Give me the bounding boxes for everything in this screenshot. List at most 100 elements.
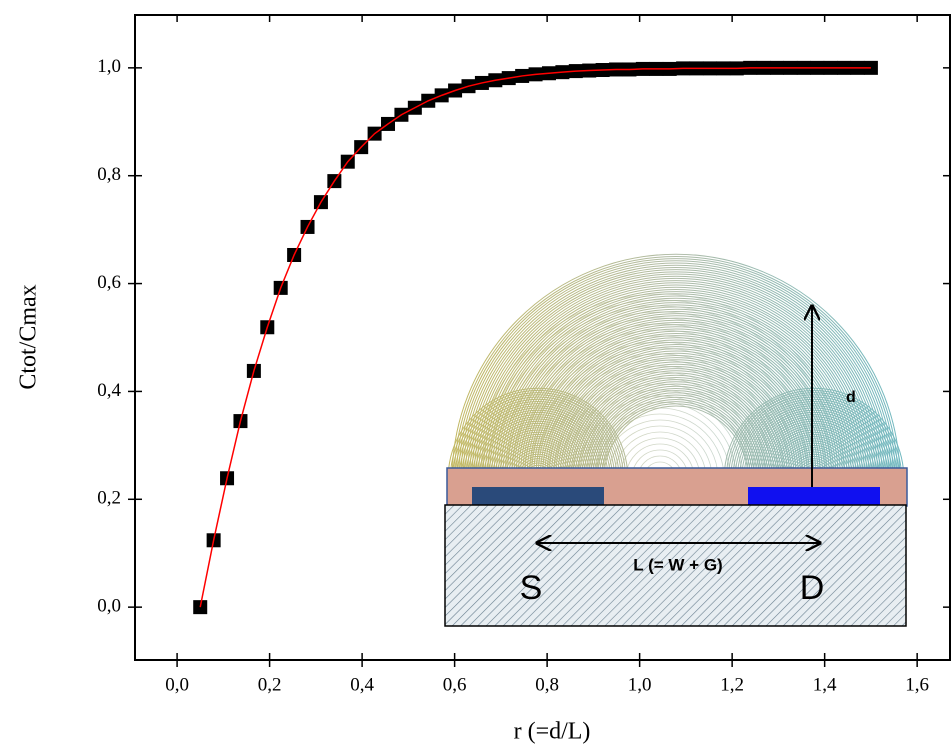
field-line [748,411,880,470]
field-line [571,389,749,470]
drain-electrode [748,487,880,505]
field-line [581,383,771,470]
field-line [487,288,865,470]
field-line [505,444,571,470]
field-line [491,293,861,470]
field-line [759,422,869,470]
field-line [559,377,761,470]
y-tick-label: 0,6 [97,272,121,293]
x-tick-label: 0,0 [165,674,189,695]
field-line [590,407,730,470]
field-line [456,258,896,470]
inset-diagram: L (= W + G) d S D [444,250,908,627]
field-line [746,409,882,470]
field-line [755,418,873,470]
fit-line [199,67,871,608]
field-line [533,335,819,470]
field-line [775,438,853,470]
field-line [795,458,833,470]
field-line [761,425,867,470]
y-tick-label: 0,4 [97,380,121,401]
field-line [539,341,813,470]
field-line [750,414,878,470]
field-line [741,405,887,470]
field-line [471,273,881,470]
field-line [450,389,626,470]
field-line [465,266,887,470]
field-line [726,389,902,470]
field-line [614,431,706,470]
field-line [517,335,803,470]
y-tick-label: 1,0 [97,56,121,77]
source-electrode [472,487,604,505]
field-line [522,460,554,470]
field-line [494,433,582,470]
field-line [798,460,830,470]
field-line [482,284,870,470]
field-lines [448,253,904,470]
field-line [632,449,688,470]
field-line [469,271,883,470]
field-line [451,253,901,470]
field-line [578,395,742,470]
field-line [467,269,885,470]
field-line [592,394,760,470]
x-tick-label: 1,6 [905,674,929,695]
field-line [526,328,826,470]
field-line [473,275,879,470]
field-line [454,255,898,470]
field-line [744,407,884,470]
field-line [620,437,700,470]
field-line [459,398,617,470]
field-line [565,383,755,470]
field-line [468,407,608,470]
field-line [645,461,675,470]
x-tick-label: 1,4 [813,674,837,695]
field-line [626,443,694,470]
field-line [523,341,797,470]
field-line [505,323,815,470]
y-tick-label: 0,2 [97,488,121,509]
y-tick-label: 0,0 [97,596,121,617]
field-line [602,419,718,470]
field-line [478,280,874,470]
length-label: L (= W + G) [633,555,722,574]
field-line [784,447,844,470]
field-line [800,462,828,470]
field-line [535,353,785,470]
height-label: d [846,389,856,406]
field-line [588,390,764,470]
field-line [501,440,575,470]
field-line [476,416,600,470]
field-line [584,401,736,470]
field-line [461,400,615,470]
plot-frame [134,14,951,661]
field-line [475,293,845,470]
x-tick-label: 1,0 [628,674,652,695]
field-line [764,427,864,470]
field-line [452,392,624,470]
field-line [458,260,894,470]
field-line [470,409,606,470]
field-line [568,370,784,470]
field-line [547,365,773,470]
field-line [599,401,753,470]
field-line [728,392,900,470]
field-line [557,359,795,470]
field-line [786,449,842,470]
field-line [462,264,890,470]
field-line [485,425,591,470]
field-line [519,458,557,470]
field-line [479,418,597,470]
field-line [597,398,755,470]
field-line [768,431,860,470]
drain-label: D [800,569,825,607]
field-line [529,347,791,470]
substrate [444,504,907,627]
field-line [608,425,712,470]
field-line [553,371,767,470]
source-label: S [520,569,543,607]
field-line [739,403,889,470]
x-tick-label: 0,6 [443,674,467,695]
